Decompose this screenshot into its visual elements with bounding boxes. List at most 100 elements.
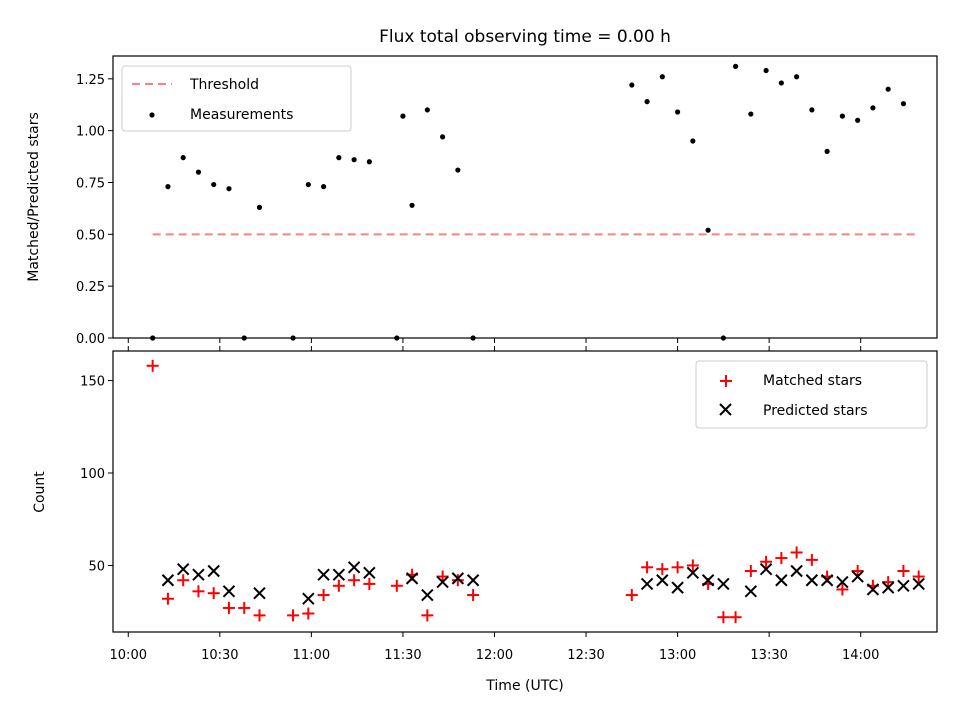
measurement-points: [150, 63, 907, 341]
bottom-plot-frame: [112, 350, 938, 633]
x-tick-label: 13:00: [659, 648, 696, 663]
matched-star-marker: [302, 607, 315, 620]
x-tick-label: 10:00: [110, 648, 147, 663]
predicted-star-marker: [656, 574, 669, 587]
measurement-point: [211, 181, 217, 188]
measurement-point: [400, 113, 406, 119]
measurement-point: [440, 134, 446, 140]
matched-star-marker: [451, 574, 464, 587]
measurement-point: [256, 204, 263, 210]
x-tick-label: 10:30: [201, 648, 238, 663]
bottom-y-tick-label: 50: [88, 559, 105, 574]
measurement-point: [870, 105, 876, 111]
measurement-point: [320, 184, 327, 190]
x-tick-label: 11:30: [384, 648, 421, 663]
matched-star-marker: [348, 574, 361, 587]
matched-star-marker: [177, 574, 190, 587]
predicted-star-marker: [317, 568, 330, 581]
predicted-star-marker: [640, 577, 654, 591]
measurement-point: [424, 107, 430, 113]
measurement-point: [720, 335, 726, 341]
measurement-point: [763, 67, 769, 74]
matched-star-marker: [207, 587, 220, 600]
measurement-point: [674, 109, 681, 115]
measurement-point: [351, 157, 357, 163]
top-legend: Threshold Measurements: [121, 65, 352, 132]
measurement-point: [290, 335, 296, 341]
predicted-star-marker: [421, 588, 434, 602]
matched-star-marker: [146, 359, 159, 372]
x-tick-label: 13:30: [750, 648, 787, 663]
top-legend-box: [121, 65, 352, 132]
measurement-point: [195, 169, 202, 175]
measurement-point: [705, 227, 711, 233]
x-tick-label: 11:00: [293, 648, 330, 663]
predicted-star-marker: [176, 562, 190, 576]
legend-predicted-label: Predicted stars: [763, 403, 868, 419]
matched-star-marker: [332, 579, 345, 592]
measurement-point: [226, 186, 232, 192]
matched-star-marker: [317, 589, 330, 602]
legend-predicted-swatch: [719, 403, 732, 416]
top-x-axis: [127, 338, 862, 343]
top-y-tick-label: 1.00: [76, 125, 105, 140]
measurement-point: [455, 167, 461, 173]
matched-star-marker: [912, 570, 925, 583]
measurement-point: [855, 117, 861, 123]
measurement-point: [839, 113, 845, 119]
matched-star-marker: [717, 611, 730, 624]
top-plot-frame: [112, 55, 938, 339]
legend-matched-swatch: [720, 375, 732, 387]
predicted-star-marker: [363, 566, 376, 580]
measurement-point: [470, 335, 476, 341]
bottom-y-tick-label: 100: [80, 467, 105, 482]
legend-threshold-label: Threshold: [189, 77, 259, 93]
measurement-point: [690, 138, 696, 144]
measurement-point: [659, 74, 665, 80]
predicted-star-marker: [192, 568, 205, 581]
measurement-point: [336, 155, 342, 161]
x-tick-label: 12:30: [567, 648, 604, 663]
predicted-star-marker: [897, 579, 910, 592]
predicted-star-marker: [866, 583, 880, 596]
matched-star-marker: [421, 609, 434, 622]
measurement-point: [305, 181, 311, 188]
measurement-point: [809, 107, 815, 113]
predicted-star-marker: [222, 585, 236, 598]
bottom-y-axis-label: Count: [32, 471, 48, 513]
matched-star-marker: [729, 611, 742, 624]
measurement-point: [241, 335, 247, 341]
predicted-star-marker: [207, 564, 220, 578]
matched-star-marker: [851, 564, 864, 577]
top-y-tick-label: 1.25: [76, 73, 105, 88]
matched-star-marker: [897, 564, 910, 577]
measurement-point: [366, 159, 372, 165]
predicted-star-marker: [332, 568, 346, 581]
chart-title: Flux total observing time = 0.00 h: [379, 27, 671, 47]
top-y-axis-label: Matched/Predicted stars: [26, 112, 42, 282]
legend-measurements-swatch: [149, 112, 155, 118]
predicted-star-marker: [744, 585, 758, 598]
predicted-star-marker: [805, 574, 819, 587]
predicted-star-marker: [466, 574, 480, 587]
predicted-star-marker: [436, 575, 449, 589]
measurement-point: [824, 148, 830, 154]
matched-star-marker: [192, 585, 205, 598]
matched-star-marker: [760, 555, 773, 568]
matched-star-marker: [253, 609, 266, 622]
predicted-star-marker: [405, 572, 419, 585]
predicted-star-marker: [881, 581, 895, 594]
measurement-point: [409, 202, 415, 208]
predicted-star-marker: [820, 574, 834, 587]
matched-star-marker: [641, 561, 654, 574]
matched-star-marker: [686, 559, 699, 572]
measurement-point: [885, 86, 891, 92]
x-tick-label: 14:00: [842, 648, 879, 663]
matched-star-marker: [882, 576, 895, 589]
bottom-legend: Matched stars Predicted stars: [695, 360, 928, 429]
measurement-point: [165, 184, 171, 190]
matched-star-marker: [775, 552, 788, 565]
predicted-star-marker: [790, 564, 803, 578]
predicted-star-marker: [161, 574, 175, 587]
matched-star-marker: [467, 589, 480, 602]
